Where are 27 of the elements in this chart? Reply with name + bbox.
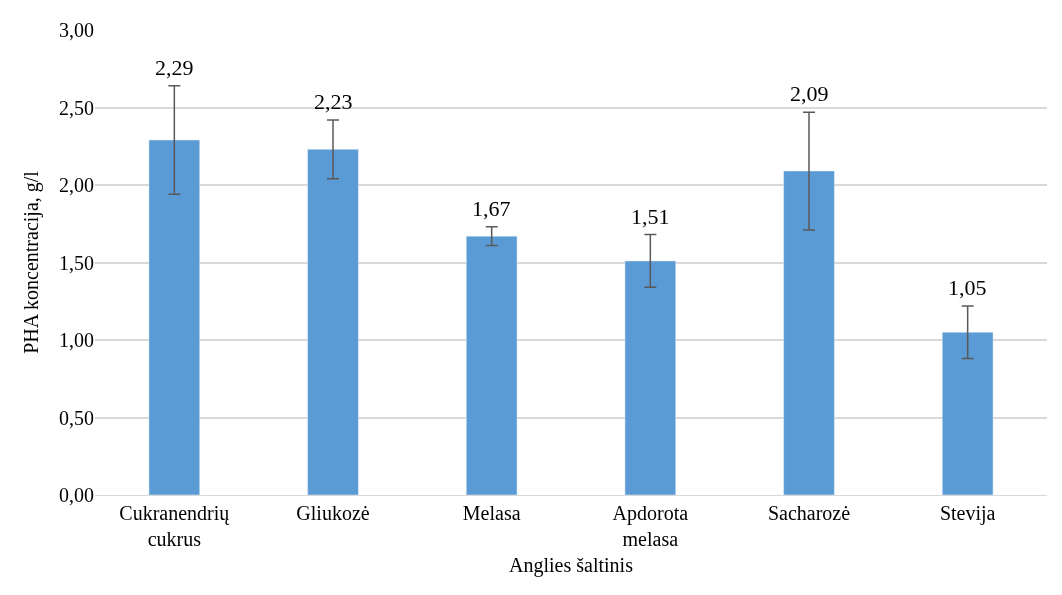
data-label: 2,29 bbox=[155, 55, 194, 80]
bar bbox=[307, 149, 359, 495]
x-tick-label: Apdorota melasa bbox=[612, 502, 689, 550]
y-tick-label: 3,00 bbox=[59, 19, 94, 41]
x-tick-label: Sacharozė bbox=[767, 502, 851, 524]
bar bbox=[783, 170, 835, 495]
bar bbox=[148, 139, 200, 495]
y-tick-label: 0,00 bbox=[59, 484, 94, 506]
y-tick-label: 0,50 bbox=[59, 406, 94, 429]
x-tick-label: Melasa bbox=[462, 502, 521, 524]
data-label: 1,05 bbox=[948, 275, 987, 300]
data-label: 2,09 bbox=[790, 81, 829, 106]
bar bbox=[942, 332, 994, 495]
data-label: 1,67 bbox=[472, 196, 511, 221]
data-label: 1,51 bbox=[631, 204, 670, 229]
data-label: 2,23 bbox=[314, 89, 353, 114]
bar bbox=[624, 260, 676, 495]
y-tick-label: 2,00 bbox=[59, 174, 94, 196]
y-tick-label: 1,50 bbox=[59, 251, 94, 274]
x-tick-label: Cukranendrių cukrus bbox=[119, 502, 231, 550]
y-tick-label: 1,00 bbox=[59, 329, 94, 351]
bar bbox=[466, 235, 518, 495]
y-tick-label: 2,50 bbox=[59, 96, 94, 119]
y-axis-title: PHA koncentracija, g/l bbox=[19, 170, 43, 354]
x-tick-label: Stevija bbox=[939, 502, 996, 525]
x-axis-title: Anglies šaltinis bbox=[509, 553, 634, 577]
x-tick-label: Gliukozė bbox=[296, 502, 370, 524]
